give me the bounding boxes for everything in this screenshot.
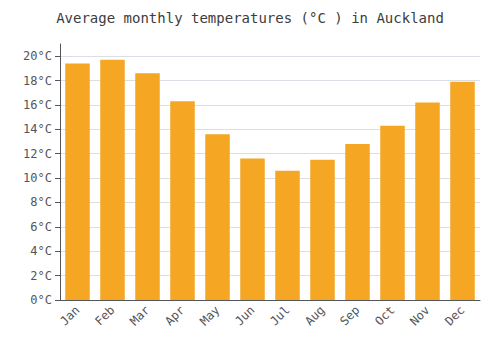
svg-text:16°C: 16°C — [23, 98, 52, 112]
svg-text:12°C: 12°C — [23, 147, 52, 161]
svg-text:Oct: Oct — [372, 303, 397, 328]
svg-text:Apr: Apr — [162, 303, 187, 328]
svg-text:Mar: Mar — [127, 303, 152, 328]
svg-text:Sep: Sep — [337, 303, 362, 328]
svg-text:6°C: 6°C — [30, 220, 52, 234]
svg-text:8°C: 8°C — [30, 195, 52, 209]
svg-text:Jun: Jun — [232, 303, 257, 328]
svg-text:Average monthly temperatures (: Average monthly temperatures (°C ) in Au… — [56, 10, 444, 26]
svg-text:Aug: Aug — [302, 303, 327, 328]
svg-text:14°C: 14°C — [23, 122, 52, 136]
svg-text:Nov: Nov — [407, 303, 432, 328]
svg-text:Feb: Feb — [92, 303, 117, 328]
svg-text:18°C: 18°C — [23, 74, 52, 88]
svg-text:May: May — [197, 303, 222, 328]
svg-text:10°C: 10°C — [23, 171, 52, 185]
svg-text:4°C: 4°C — [30, 244, 52, 258]
svg-text:Jan: Jan — [57, 303, 82, 328]
svg-text:0°C: 0°C — [30, 293, 52, 307]
svg-text:Jul: Jul — [267, 303, 292, 328]
svg-text:20°C: 20°C — [23, 49, 52, 63]
svg-text:2°C: 2°C — [30, 269, 52, 283]
svg-text:Dec: Dec — [442, 303, 467, 328]
